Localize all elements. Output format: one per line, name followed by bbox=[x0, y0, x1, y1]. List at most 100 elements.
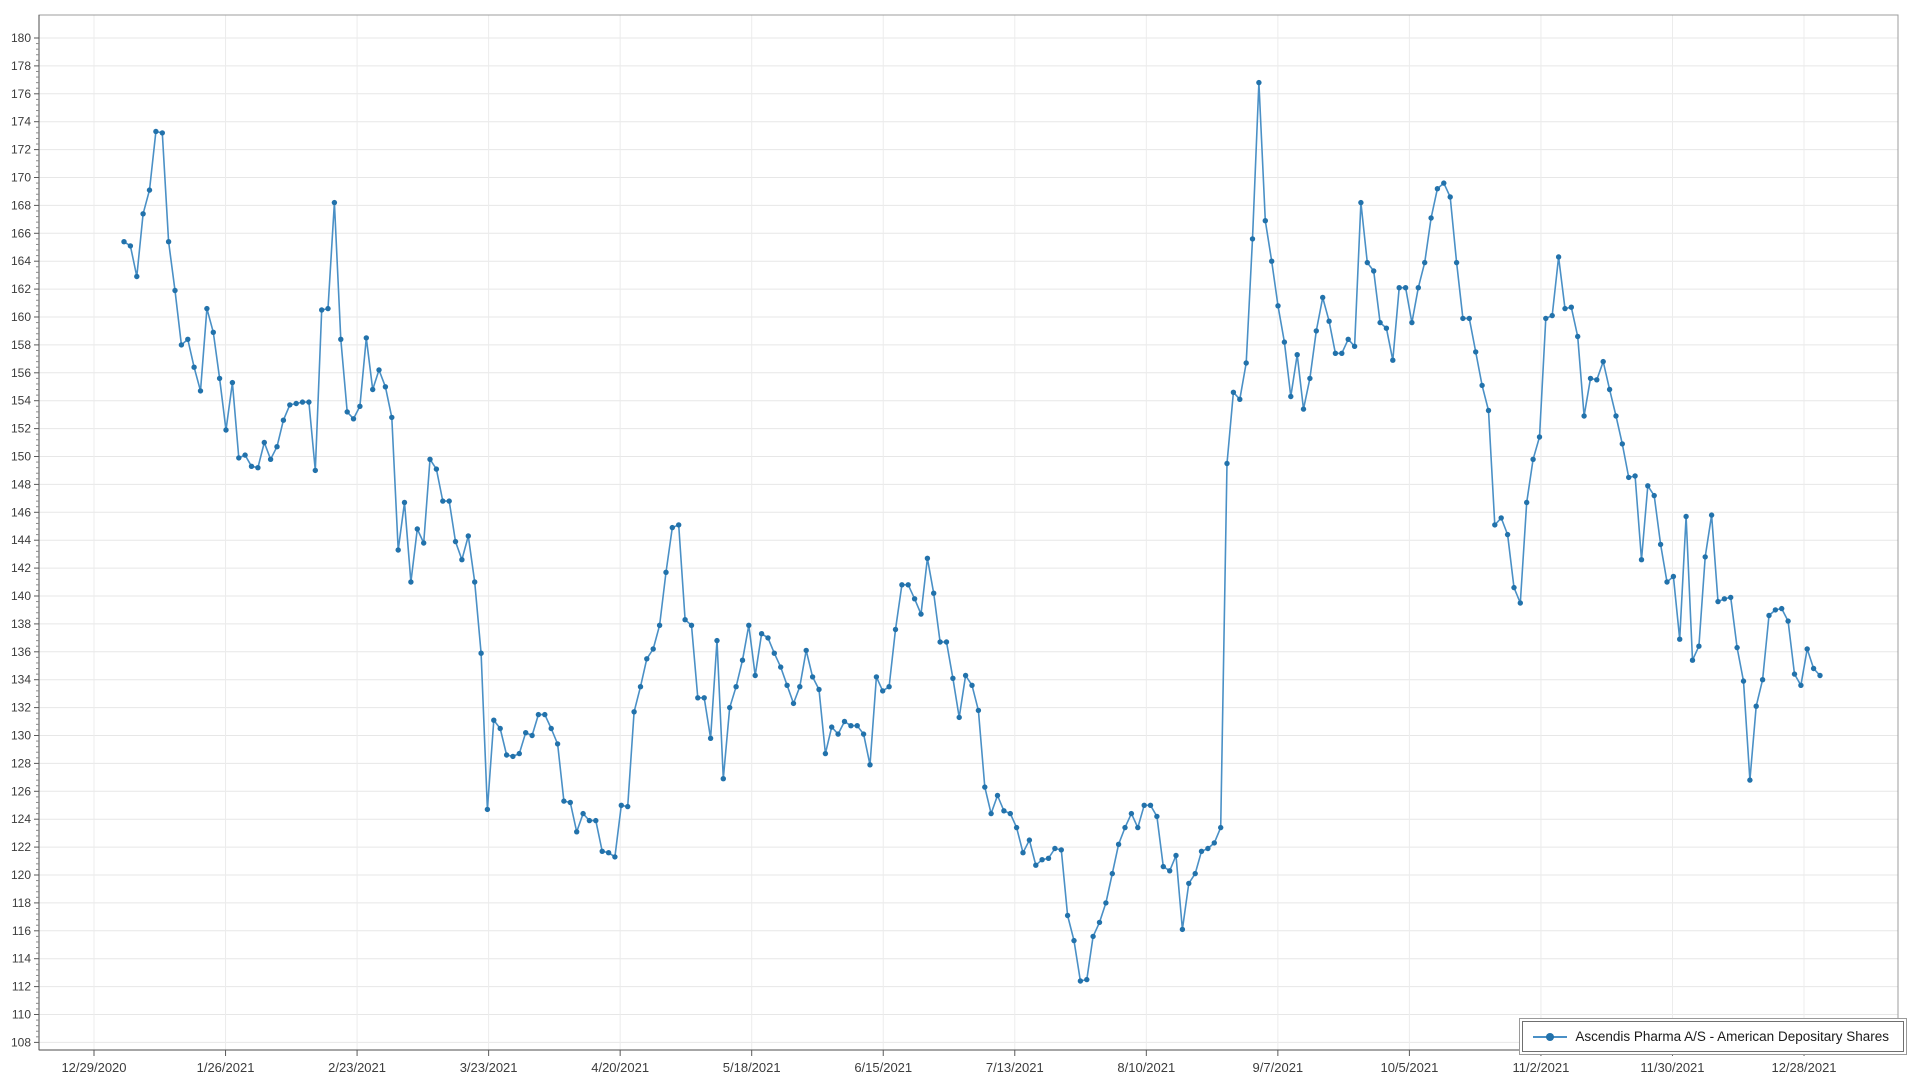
price-line bbox=[123, 81, 1821, 982]
data-point-marker bbox=[937, 639, 943, 645]
data-point-marker bbox=[1511, 584, 1517, 591]
data-point-marker bbox=[637, 684, 644, 690]
data-point-marker bbox=[1294, 352, 1300, 358]
data-point-marker bbox=[809, 674, 816, 680]
legend[interactable]: Ascendis Pharma A/S - American Depositar… bbox=[1522, 1021, 1904, 1052]
data-point-marker bbox=[975, 707, 982, 714]
data-point-marker bbox=[873, 674, 880, 680]
data-point-marker bbox=[1779, 605, 1785, 612]
data-point-marker bbox=[1275, 303, 1281, 309]
data-point-marker bbox=[1747, 777, 1753, 783]
data-point-marker bbox=[478, 650, 484, 656]
data-point-marker bbox=[1479, 382, 1485, 389]
data-point-marker bbox=[248, 463, 255, 469]
data-point-marker bbox=[1734, 644, 1740, 651]
data-point-marker bbox=[1007, 810, 1013, 817]
data-point-marker bbox=[280, 417, 287, 423]
y-axis-tick-label: 148 bbox=[11, 477, 31, 491]
data-point-marker bbox=[338, 336, 344, 342]
data-point-marker bbox=[1473, 349, 1479, 355]
data-point-marker bbox=[1230, 389, 1237, 395]
data-point-marker bbox=[765, 635, 771, 641]
y-axis-tick-label: 112 bbox=[12, 980, 31, 994]
data-point-marker bbox=[261, 439, 267, 446]
data-point-marker bbox=[529, 732, 535, 739]
data-point-marker bbox=[223, 427, 229, 433]
data-point-marker bbox=[994, 792, 1001, 799]
x-axis-tick-label: 12/29/2020 bbox=[61, 1060, 126, 1075]
data-point-marker bbox=[1135, 824, 1141, 831]
data-point-marker bbox=[631, 709, 637, 715]
data-point-marker bbox=[1651, 492, 1657, 499]
data-point-marker bbox=[427, 456, 433, 462]
y-axis-tick-label: 144 bbox=[11, 533, 31, 547]
data-point-marker bbox=[1179, 926, 1186, 933]
data-point-marker bbox=[287, 402, 293, 408]
data-point-marker bbox=[1351, 343, 1358, 349]
data-point-marker bbox=[542, 711, 548, 718]
data-point-marker bbox=[1415, 285, 1422, 291]
data-point-marker bbox=[172, 287, 178, 294]
data-point-marker bbox=[1555, 254, 1562, 260]
data-point-marker bbox=[1670, 573, 1677, 580]
price-line-series bbox=[121, 79, 1823, 984]
data-point-marker bbox=[854, 723, 860, 729]
data-point-marker bbox=[408, 579, 414, 585]
data-point-marker bbox=[1147, 802, 1154, 808]
data-point-marker bbox=[134, 273, 140, 280]
data-point-marker bbox=[1218, 824, 1224, 831]
y-axis-tick-label: 160 bbox=[11, 310, 31, 324]
y-axis-tick-label: 134 bbox=[11, 673, 31, 687]
y-axis-tick-label: 108 bbox=[11, 1035, 31, 1049]
data-point-marker bbox=[1708, 512, 1715, 518]
data-point-marker bbox=[695, 695, 701, 701]
data-point-marker bbox=[503, 752, 510, 758]
data-point-marker bbox=[682, 617, 688, 623]
data-point-marker bbox=[1568, 304, 1575, 310]
data-point-marker bbox=[1492, 522, 1498, 528]
data-point-marker bbox=[714, 637, 720, 644]
data-point-marker bbox=[803, 647, 809, 654]
x-axis-tick-label: 6/15/2021 bbox=[854, 1060, 912, 1075]
data-point-marker bbox=[1313, 328, 1320, 334]
data-point-marker bbox=[1772, 607, 1779, 613]
x-axis-tick-label: 3/23/2021 bbox=[460, 1060, 518, 1075]
data-point-marker bbox=[988, 810, 994, 817]
data-point-marker bbox=[1390, 357, 1396, 363]
data-point-marker bbox=[1173, 852, 1179, 859]
data-point-marker bbox=[1084, 976, 1090, 983]
axis-ticks bbox=[34, 37, 1805, 1056]
data-point-marker bbox=[178, 342, 185, 348]
data-point-marker bbox=[1766, 612, 1772, 619]
data-point-marker bbox=[829, 724, 835, 730]
y-axis-tick-label: 126 bbox=[11, 784, 31, 798]
data-point-marker bbox=[1128, 810, 1135, 817]
data-point-marker bbox=[720, 776, 726, 782]
x-axis-tick-label: 11/30/2021 bbox=[1640, 1060, 1704, 1075]
legend-series-marker-icon bbox=[1533, 1032, 1568, 1042]
data-point-marker bbox=[701, 695, 707, 701]
data-point-marker bbox=[1517, 600, 1524, 606]
y-axis-tick-label: 174 bbox=[11, 115, 31, 129]
data-point-marker bbox=[1657, 541, 1664, 548]
data-point-marker bbox=[236, 455, 242, 461]
data-point-marker bbox=[376, 367, 382, 373]
x-axis-tick-label: 12/28/2021 bbox=[1771, 1060, 1836, 1075]
data-point-marker bbox=[459, 557, 465, 563]
data-point-marker bbox=[472, 579, 478, 585]
axis-labels: 108 110 112 114 116 118 120 122 124 126 128 130 132 1… bbox=[11, 31, 1837, 1075]
y-axis-tick-label: 166 bbox=[11, 226, 31, 240]
data-point-marker bbox=[1422, 259, 1428, 266]
data-point-marker bbox=[599, 848, 605, 854]
data-point-marker bbox=[1224, 460, 1230, 467]
data-point-marker bbox=[707, 735, 714, 741]
x-axis-tick-label: 2/23/2021 bbox=[328, 1060, 386, 1075]
y-axis-tick-label: 176 bbox=[11, 87, 31, 101]
data-point-marker bbox=[835, 731, 841, 737]
data-point-marker bbox=[1441, 180, 1447, 186]
y-axis-tick-label: 138 bbox=[11, 617, 31, 631]
y-axis-tick-label: 146 bbox=[11, 505, 31, 519]
data-point-marker bbox=[1645, 483, 1651, 489]
legend-series-label: Ascendis Pharma A/S - American Depositar… bbox=[1575, 1029, 1889, 1044]
